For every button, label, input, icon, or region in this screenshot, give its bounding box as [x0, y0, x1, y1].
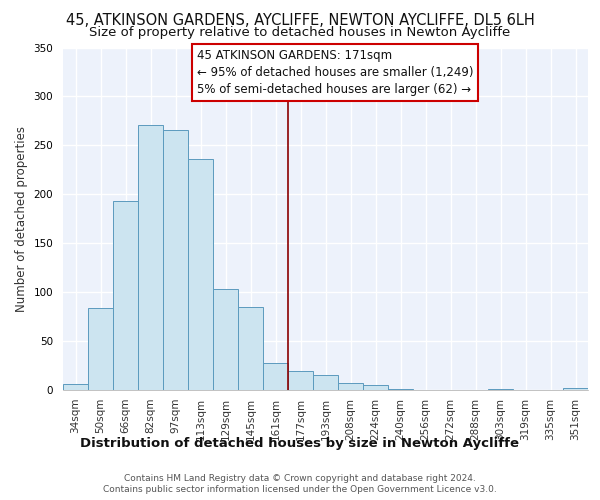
Text: Distribution of detached houses by size in Newton Aycliffe: Distribution of detached houses by size …	[80, 438, 520, 450]
Bar	[138, 125, 163, 390]
Bar	[238, 307, 263, 390]
Text: 45, ATKINSON GARDENS, AYCLIFFE, NEWTON AYCLIFFE, DL5 6LH: 45, ATKINSON GARDENS, AYCLIFFE, NEWTON A…	[65, 13, 535, 28]
Bar	[388, 389, 413, 390]
Bar	[313, 376, 338, 390]
Bar	[163, 130, 188, 390]
Bar	[563, 388, 588, 390]
Bar	[88, 308, 113, 390]
Text: Contains HM Land Registry data © Crown copyright and database right 2024.: Contains HM Land Registry data © Crown c…	[124, 474, 476, 483]
Bar	[213, 289, 238, 390]
Bar	[338, 383, 363, 390]
Text: Size of property relative to detached houses in Newton Aycliffe: Size of property relative to detached ho…	[89, 26, 511, 39]
Y-axis label: Number of detached properties: Number of detached properties	[15, 126, 28, 312]
Bar	[363, 385, 388, 390]
Bar	[63, 384, 88, 390]
Text: Contains public sector information licensed under the Open Government Licence v3: Contains public sector information licen…	[103, 485, 497, 494]
Bar	[488, 389, 513, 390]
Bar	[263, 362, 288, 390]
Bar	[288, 372, 313, 390]
Text: 45 ATKINSON GARDENS: 171sqm
← 95% of detached houses are smaller (1,249)
5% of s: 45 ATKINSON GARDENS: 171sqm ← 95% of det…	[197, 49, 473, 96]
Bar	[113, 201, 138, 390]
Bar	[188, 159, 213, 390]
